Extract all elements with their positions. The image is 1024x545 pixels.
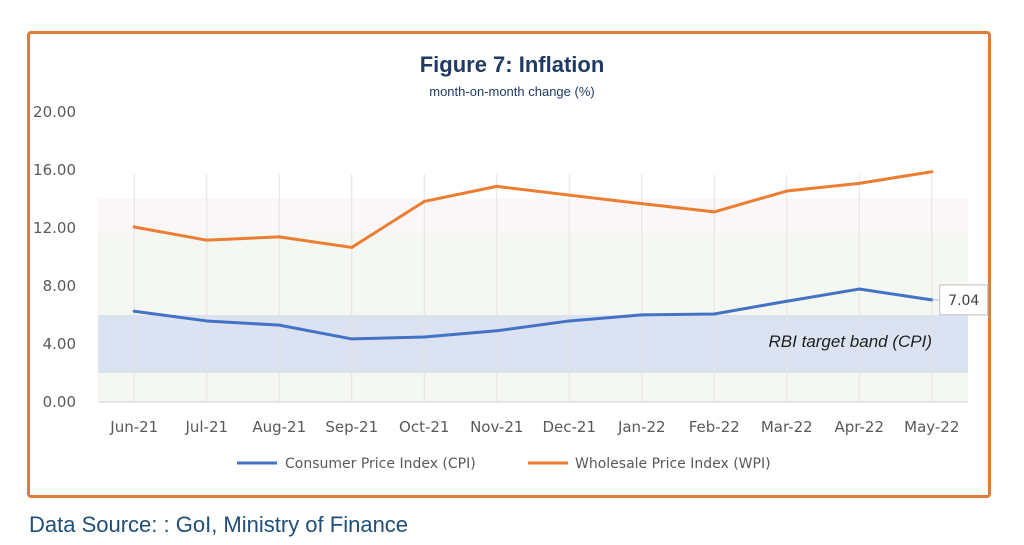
- data-source-note: Data Source: : GoI, Ministry of Finance: [29, 512, 409, 537]
- data-point: [422, 199, 426, 203]
- x-tick-label: Feb-22: [689, 418, 740, 436]
- data-point: [857, 181, 861, 185]
- data-label: 7.04: [948, 293, 979, 309]
- x-tick-label: Nov-21: [470, 418, 523, 436]
- legend-label: Wholesale Price Index (WPI): [575, 456, 771, 472]
- y-tick-label: 4.00: [43, 335, 76, 353]
- x-tick-label: Sep-21: [325, 418, 378, 436]
- series-line-cpi: [132, 287, 934, 341]
- x-tick-label: Jan-22: [617, 418, 666, 436]
- data-point: [567, 319, 571, 323]
- data-point: [350, 245, 354, 249]
- y-tick-label: 8.00: [43, 277, 76, 295]
- series-line-wpi: [132, 170, 934, 249]
- x-tick-label: Jun-21: [109, 418, 158, 436]
- data-point: [132, 309, 136, 313]
- data-point: [712, 210, 716, 214]
- chart-subtitle: month-on-month change (%): [429, 84, 595, 99]
- data-point: [132, 225, 136, 229]
- y-tick-label: 20.00: [33, 103, 76, 121]
- x-tick-label: Mar-22: [761, 418, 813, 436]
- data-point: [495, 329, 499, 333]
- x-tick-label: May-22: [904, 418, 959, 436]
- data-point: [785, 189, 789, 193]
- plot-shade-upper: [98, 199, 968, 233]
- data-point: [277, 235, 281, 239]
- data-point: [785, 299, 789, 303]
- data-point: [567, 193, 571, 197]
- data-point: [422, 335, 426, 339]
- x-tick-label: Apr-22: [835, 418, 885, 436]
- data-point: [205, 319, 209, 323]
- plot-shade-middle: [98, 232, 968, 315]
- target-band-label: RBI target band (CPI): [769, 332, 932, 351]
- x-tick-label: Aug-21: [252, 418, 306, 436]
- legend-label: Consumer Price Index (CPI): [285, 456, 476, 472]
- data-point: [640, 313, 644, 317]
- chart-title: Figure 7: Inflation: [419, 52, 605, 77]
- data-point: [495, 184, 499, 188]
- y-tick-label: 16.00: [33, 161, 76, 179]
- y-tick-label: 0.00: [43, 393, 76, 411]
- data-point: [640, 202, 644, 206]
- data-point: [277, 323, 281, 327]
- y-tick-label: 12.00: [33, 219, 76, 237]
- data-point: [712, 312, 716, 316]
- data-point: [930, 170, 934, 174]
- data-point: [857, 287, 861, 291]
- x-tick-label: Dec-21: [542, 418, 596, 436]
- data-point: [350, 337, 354, 341]
- x-tick-label: Jul-21: [184, 418, 228, 436]
- data-point: [205, 238, 209, 242]
- x-tick-label: Oct-21: [399, 418, 449, 436]
